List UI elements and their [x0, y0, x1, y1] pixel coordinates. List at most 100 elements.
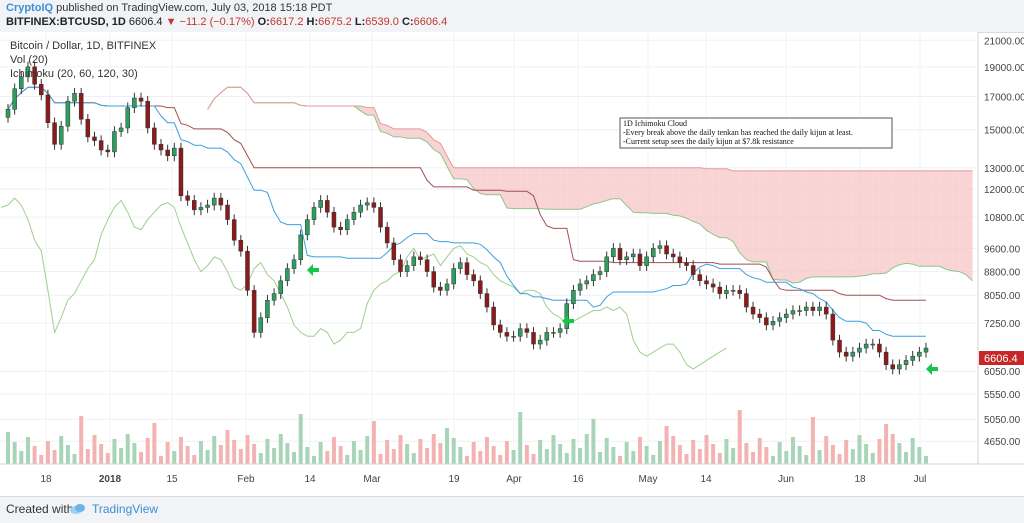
candle-body-up [611, 248, 616, 258]
cloud-segment [566, 167, 574, 210]
candle-body-up [517, 328, 523, 337]
candle [724, 285, 729, 299]
volume-bar [518, 412, 523, 464]
candle-body-up [205, 204, 210, 208]
volume-bar [870, 453, 875, 464]
open-value: 6617.2 [269, 16, 304, 28]
candle [797, 305, 802, 316]
cloud-segment [613, 167, 620, 199]
cloud-segment [513, 167, 521, 209]
candle [251, 285, 257, 338]
volume-bar [790, 437, 795, 464]
candle-body-down [757, 313, 762, 318]
cloud-segment [540, 167, 547, 210]
volume-bar [278, 434, 283, 464]
time-tick-label: Feb [237, 474, 255, 485]
volume-bar [218, 445, 223, 464]
candle-body-down [670, 253, 676, 258]
cloud-segment [892, 170, 900, 268]
candle [664, 240, 669, 260]
candle [278, 275, 283, 299]
candle [804, 301, 809, 316]
note-box[interactable]: 1D Ichimoku Cloud -Every break above the… [619, 117, 893, 149]
price-chart[interactable]: 21000.00 19000.00 17000.00 15000.00 13000.00… [0, 32, 1024, 496]
author-link[interactable]: CryptoIQ [6, 2, 54, 14]
volume-bar [398, 435, 403, 464]
candle-body-down [431, 271, 436, 288]
candle [438, 281, 443, 296]
volume-bar [119, 448, 124, 464]
candle-body-up [863, 343, 869, 349]
candle [464, 257, 470, 280]
volume-bar [498, 455, 503, 464]
volume-bar [265, 439, 270, 464]
candle [830, 308, 836, 346]
candle [651, 243, 656, 263]
volume-bar [604, 438, 609, 464]
candle-body-down [524, 328, 530, 333]
time-tick-label: 19 [448, 474, 460, 485]
volume-bar [198, 441, 203, 464]
legend-ichimoku: Ichimoku (20, 60, 120, 30) [10, 68, 138, 80]
candle [551, 327, 556, 338]
volume-bar [272, 448, 277, 464]
volume-bar [491, 446, 496, 464]
candle-body-up [451, 268, 456, 285]
candle-body-down [684, 262, 689, 266]
cloud-segment [533, 167, 541, 209]
volume-bar [551, 435, 556, 464]
price-tick-label: 17000.00 [984, 92, 1024, 103]
volume-bar [391, 449, 396, 464]
candle-body-down [498, 324, 503, 333]
volume-bar [737, 410, 742, 464]
volume-bar [890, 434, 895, 464]
time-tick-label: 2018 [99, 474, 122, 485]
volume-bar [152, 423, 157, 464]
cloud-segment [460, 167, 467, 180]
cloud-segment [620, 167, 627, 206]
candle-body-down [478, 280, 483, 294]
left-arrow-icon [562, 315, 574, 327]
volume-bar [624, 442, 629, 464]
volume-bar [65, 445, 70, 464]
candle [58, 120, 64, 150]
price-tag: 6606.4 [979, 351, 1024, 365]
candle-body-up [777, 317, 782, 322]
time-axis[interactable]: 18 2018 15 Feb 14 Mar 19 Apr 16 May 14 Jun 18 Jul [40, 474, 926, 485]
candle [45, 89, 51, 129]
candle-body-up [25, 66, 31, 78]
volume-bar [697, 449, 702, 464]
price-tick-label: 5050.00 [984, 415, 1021, 426]
candle-body-up [604, 256, 609, 272]
tradingview-brand-link[interactable]: TradingView [92, 502, 159, 516]
candle-body-down [98, 140, 104, 151]
volume-bar [351, 441, 356, 464]
volume-bar [504, 441, 509, 464]
cloud-segment [447, 155, 454, 179]
candle [158, 139, 164, 156]
price-axis[interactable]: 21000.00 19000.00 17000.00 15000.00 13000.00… [984, 36, 1024, 448]
volume-bar [924, 456, 928, 464]
cloud-segment [373, 107, 381, 132]
candle-body-down [717, 286, 723, 294]
volume-bar [32, 446, 37, 464]
volume-bar [139, 452, 144, 464]
volume-bar [6, 432, 10, 464]
volume-bar [484, 437, 489, 464]
candle [684, 257, 689, 271]
volume-bar [112, 439, 117, 464]
volume-bar [225, 430, 230, 464]
candle-body-up [850, 351, 856, 357]
candle-body-up [537, 339, 543, 345]
candle [178, 142, 184, 202]
cloud-segment [626, 167, 634, 213]
candle-body-down [371, 202, 377, 208]
volume-bar [544, 449, 549, 464]
candle-body-up [285, 268, 290, 282]
cloud-segment [872, 170, 880, 274]
volume-bar [92, 435, 97, 464]
note-line-1: 1D Ichimoku Cloud [623, 119, 687, 128]
candle-body-up [597, 271, 603, 275]
volume-bar [717, 453, 722, 464]
candle-body-up [571, 290, 576, 304]
